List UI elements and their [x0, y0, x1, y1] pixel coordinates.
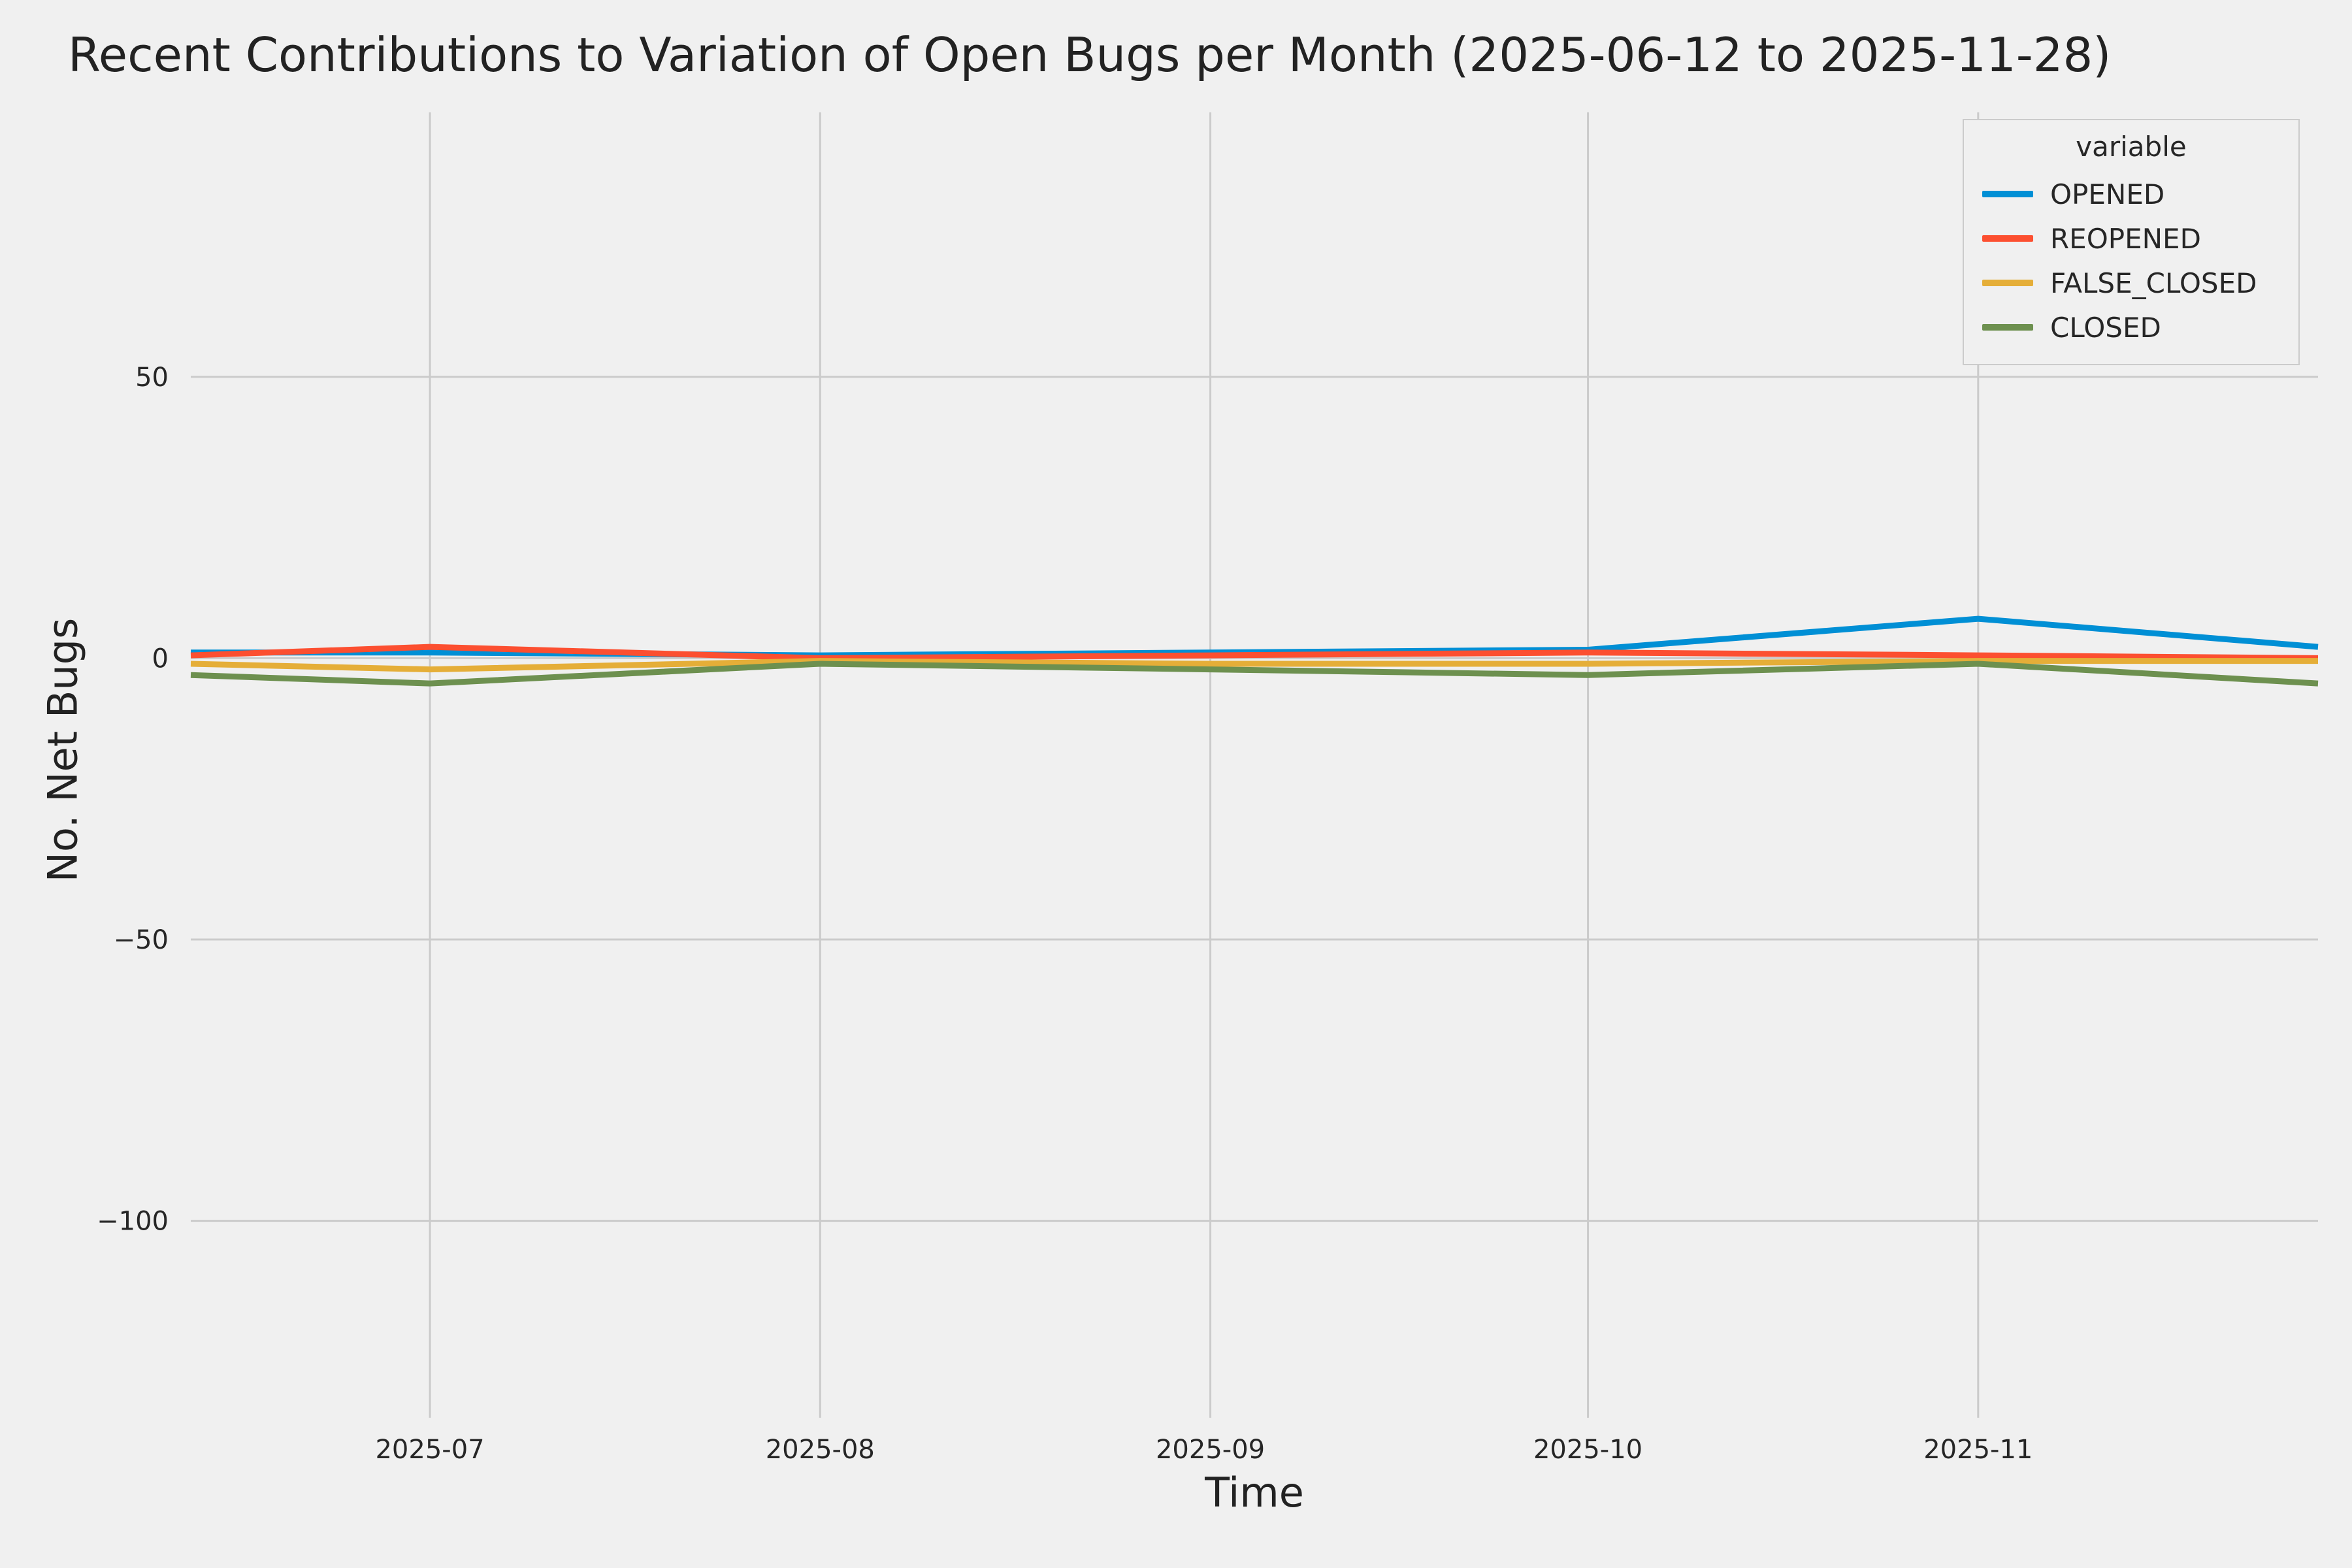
- y-tick-label: 0: [152, 644, 169, 674]
- legend-label-reopened: REOPENED: [2050, 222, 2201, 255]
- y-tick-label: −50: [114, 925, 169, 955]
- y-tick-label: 50: [135, 363, 169, 393]
- legend-swatch-closed: [1982, 324, 2033, 331]
- x-tick-label: 2025-10: [1533, 1435, 1642, 1465]
- legend-label-closed: CLOSED: [2050, 311, 2161, 344]
- y-tick-label: −100: [97, 1207, 169, 1237]
- legend-row-false_closed: FALSE_CLOSED: [1982, 261, 2280, 305]
- series-line-reopened: [190, 644, 2319, 661]
- legend-entries: OPENED REOPENED FALSE_CLOSED CLOSED: [1982, 172, 2280, 350]
- legend-row-reopened: REOPENED: [1982, 216, 2280, 261]
- legend-row-closed: CLOSED: [1982, 305, 2280, 350]
- legend-swatch-opened: [1982, 191, 2033, 197]
- x-tick-label: 2025-09: [1156, 1435, 1265, 1465]
- chart-title: Recent Contributions to Variation of Ope…: [68, 27, 2112, 82]
- y-axis-label: No. Net Bugs: [39, 617, 87, 883]
- x-tick-label: 2025-11: [1923, 1435, 2033, 1465]
- legend-title: variable: [2076, 131, 2187, 163]
- legend-swatch-false_closed: [1982, 280, 2033, 286]
- legend-label-opened: OPENED: [2050, 178, 2165, 210]
- x-tick-label: 2025-08: [766, 1435, 875, 1465]
- x-axis-label: Time: [1205, 1469, 1304, 1516]
- legend-swatch-reopened: [1982, 235, 2033, 242]
- legend-row-opened: OPENED: [1982, 172, 2280, 216]
- legend: variable OPENED REOPENED FALSE_CLOSED CLOSE…: [1963, 119, 2300, 365]
- legend-label-false_closed: FALSE_CLOSED: [2050, 267, 2257, 299]
- series-line-closed: [190, 661, 2319, 687]
- x-tick-label: 2025-07: [375, 1435, 484, 1465]
